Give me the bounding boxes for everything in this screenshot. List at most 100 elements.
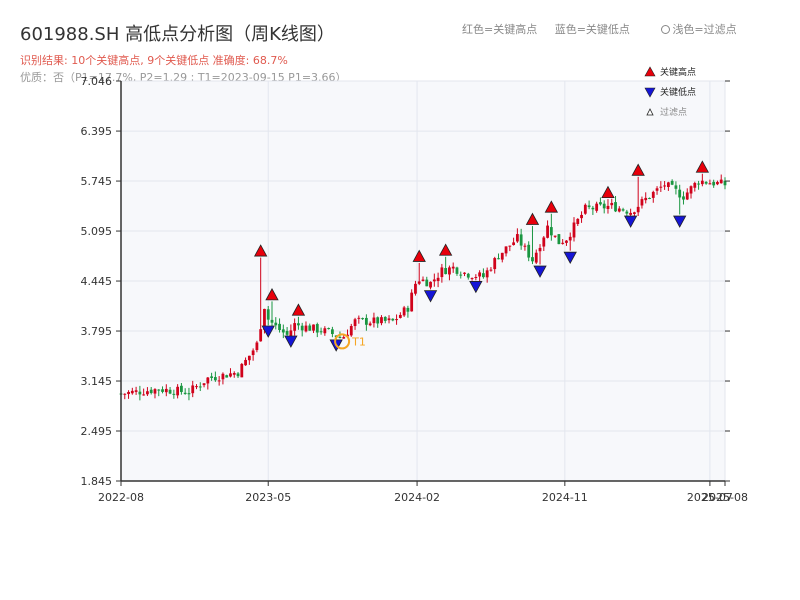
candle-body [308, 325, 312, 331]
candle-body [493, 258, 497, 270]
candle-body [213, 377, 217, 381]
candle-body [572, 222, 576, 238]
markers: T1 [254, 160, 710, 352]
result-summary: 识别结果: 10个关键高点, 9个关键低点 准确度: 68.7% [20, 54, 288, 67]
candle-body [232, 372, 236, 375]
ring-icon [661, 25, 671, 34]
key-high-marker [291, 303, 306, 316]
t1-label: T1 [351, 335, 366, 348]
candle-body [580, 214, 583, 219]
y-tick-label: 3.795 [81, 325, 113, 338]
candle-body [247, 355, 251, 361]
axes: 1.845 2.495 3.145 3.795 4.445 5.095 5.745 6.395… [81, 75, 748, 504]
candle-body [323, 328, 327, 334]
candle-body [168, 389, 172, 394]
y-tick-label: 1.845 [81, 475, 113, 488]
key-high-marker [695, 160, 710, 173]
candle-body [451, 266, 455, 269]
x-tick-label: 2025-07 [687, 491, 733, 504]
candle-body [331, 329, 334, 335]
candle-body [429, 281, 432, 288]
candle-body [391, 318, 395, 321]
candle-body [587, 205, 591, 208]
legend-filtered-text: 浅色=过滤点 [661, 23, 750, 36]
candle-body [293, 323, 297, 331]
candle-body [633, 212, 636, 214]
key-low-marker [284, 335, 298, 348]
candle-body [315, 324, 319, 333]
candle-body [187, 393, 191, 395]
x-tick-label: 2023-05 [245, 491, 291, 504]
candle-body [368, 323, 372, 326]
candle-body [557, 234, 561, 245]
candle-body [489, 269, 493, 271]
key-high-marker [544, 200, 559, 213]
candle-body [576, 218, 580, 225]
candle-body [674, 185, 678, 189]
candle-body [519, 234, 523, 246]
y-tick-label: 5.745 [81, 175, 113, 188]
candle-body [240, 363, 244, 378]
candle-body [281, 329, 285, 333]
candle-body [546, 225, 549, 238]
candle-body [448, 267, 451, 275]
candle-body [414, 283, 417, 294]
candle-body [263, 308, 266, 330]
candle-body [723, 180, 727, 186]
candle-body [304, 325, 308, 332]
candle-body [523, 245, 527, 247]
candle-body [361, 318, 364, 320]
candle-body [531, 257, 534, 262]
candle-body [478, 272, 482, 277]
candle-body [349, 326, 353, 336]
candle-body [599, 202, 602, 205]
candle-body [610, 202, 614, 206]
candle-body [376, 317, 380, 324]
y-tick-label: 5.095 [81, 225, 113, 238]
candle-body [538, 247, 542, 252]
candle-body [542, 237, 546, 247]
y-tick-label: 4.445 [81, 275, 113, 288]
candle-body [297, 323, 300, 326]
candle-body [255, 342, 259, 351]
candle-body [153, 389, 157, 394]
candle-body [625, 211, 629, 214]
key-high-marker [265, 288, 279, 301]
candle-body [406, 307, 410, 312]
legend-blue-text: 蓝色=关键低点 [554, 23, 630, 36]
candle-body [708, 183, 712, 185]
candles [119, 173, 727, 401]
candle-body [716, 181, 719, 185]
legend-label: 关键高点 [660, 66, 696, 78]
candle-body [527, 244, 531, 258]
candle-body [621, 209, 625, 211]
candle-body [583, 204, 587, 214]
candle-body [398, 314, 402, 318]
candle-body [236, 373, 240, 377]
candle-body [198, 386, 202, 388]
key-low-marker [469, 281, 483, 294]
candle-body [636, 206, 640, 213]
candle-body [640, 199, 644, 206]
candle-body [372, 317, 376, 324]
candle-body [127, 391, 130, 395]
key-high-marker [631, 163, 645, 176]
candle-body [485, 270, 489, 278]
candle-body [357, 317, 361, 319]
candle-body [682, 196, 685, 200]
y-tick-label: 3.145 [81, 375, 113, 388]
legend-filtered-icon [646, 108, 654, 116]
candle-body [142, 394, 146, 396]
candle-body [421, 279, 425, 281]
candle-body [549, 227, 553, 236]
candle-body [497, 258, 500, 260]
candle-body [123, 393, 127, 395]
candle-body [221, 373, 225, 380]
candle-body [644, 197, 648, 201]
candle-body [697, 183, 700, 185]
candle-body [285, 330, 289, 335]
candle-body [395, 319, 398, 321]
key-low-marker [623, 215, 638, 228]
candle-body [274, 322, 278, 326]
